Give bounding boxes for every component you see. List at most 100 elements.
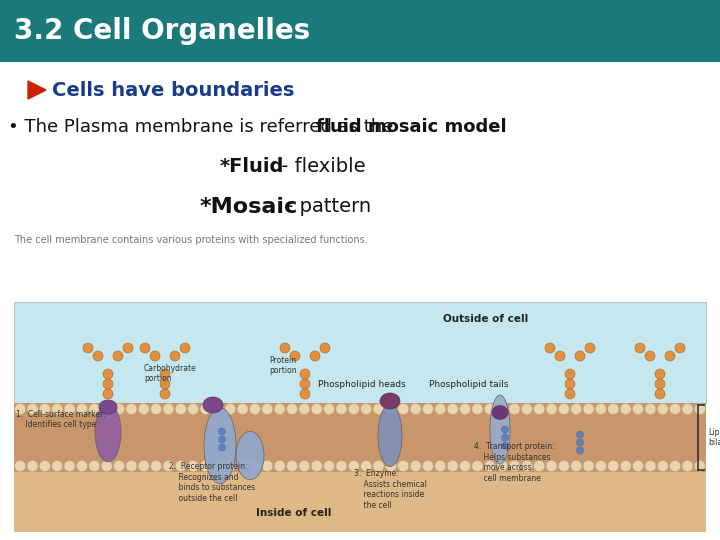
Circle shape xyxy=(311,461,323,471)
Circle shape xyxy=(102,403,112,415)
Bar xyxy=(0,0,720,62)
Circle shape xyxy=(160,369,170,379)
Circle shape xyxy=(675,343,685,353)
Circle shape xyxy=(188,461,199,471)
Circle shape xyxy=(14,461,26,471)
Circle shape xyxy=(140,343,150,353)
Text: Protein
portion: Protein portion xyxy=(269,356,297,375)
Text: 4.  Transport protein:
    Helps substances
    move across
    cell membrane: 4. Transport protein: Helps substances m… xyxy=(474,442,554,483)
Circle shape xyxy=(571,461,582,471)
Text: - pattern: - pattern xyxy=(280,198,371,217)
Circle shape xyxy=(27,403,38,415)
Circle shape xyxy=(657,461,668,471)
Circle shape xyxy=(102,461,112,471)
Circle shape xyxy=(559,403,570,415)
Circle shape xyxy=(212,403,223,415)
Circle shape xyxy=(163,403,174,415)
Circle shape xyxy=(694,403,706,415)
Circle shape xyxy=(534,403,544,415)
Circle shape xyxy=(620,403,631,415)
Circle shape xyxy=(52,461,63,471)
Circle shape xyxy=(336,461,347,471)
Circle shape xyxy=(348,403,359,415)
Circle shape xyxy=(76,403,87,415)
Text: Cells have boundaries: Cells have boundaries xyxy=(52,80,294,99)
Circle shape xyxy=(123,343,133,353)
Circle shape xyxy=(665,351,675,361)
Circle shape xyxy=(89,403,100,415)
Circle shape xyxy=(502,442,508,449)
Circle shape xyxy=(160,379,170,389)
Circle shape xyxy=(559,461,570,471)
Circle shape xyxy=(555,351,565,361)
Circle shape xyxy=(126,461,137,471)
Ellipse shape xyxy=(492,406,508,420)
Circle shape xyxy=(423,403,433,415)
Circle shape xyxy=(633,403,644,415)
Circle shape xyxy=(608,461,618,471)
Circle shape xyxy=(160,389,170,399)
Circle shape xyxy=(459,461,471,471)
Circle shape xyxy=(218,444,225,451)
Bar xyxy=(14,403,706,472)
Circle shape xyxy=(348,461,359,471)
Circle shape xyxy=(682,403,693,415)
Circle shape xyxy=(274,403,285,415)
Circle shape xyxy=(545,343,555,353)
Ellipse shape xyxy=(203,397,223,413)
Circle shape xyxy=(577,431,583,438)
Text: Outside of cell: Outside of cell xyxy=(443,314,528,324)
Circle shape xyxy=(546,461,557,471)
Circle shape xyxy=(521,461,532,471)
Circle shape xyxy=(114,461,125,471)
Circle shape xyxy=(635,343,645,353)
Circle shape xyxy=(608,403,618,415)
Text: Phospholipid tails: Phospholipid tails xyxy=(429,380,509,389)
Circle shape xyxy=(150,351,160,361)
Circle shape xyxy=(212,461,223,471)
Circle shape xyxy=(502,434,508,441)
Circle shape xyxy=(373,403,384,415)
Text: Inside of cell: Inside of cell xyxy=(256,508,332,518)
Circle shape xyxy=(225,461,235,471)
Circle shape xyxy=(585,343,595,353)
Text: 3.2 Cell Organelles: 3.2 Cell Organelles xyxy=(14,17,310,45)
Circle shape xyxy=(300,389,310,399)
Circle shape xyxy=(237,403,248,415)
Ellipse shape xyxy=(95,403,121,462)
Text: Carbohydrate
portion: Carbohydrate portion xyxy=(144,363,197,383)
Circle shape xyxy=(218,428,225,435)
Circle shape xyxy=(521,403,532,415)
Circle shape xyxy=(682,461,693,471)
Circle shape xyxy=(694,461,706,471)
Circle shape xyxy=(472,461,483,471)
Text: - flexible: - flexible xyxy=(275,158,366,177)
Circle shape xyxy=(280,343,290,353)
Circle shape xyxy=(575,351,585,361)
Circle shape xyxy=(645,403,656,415)
Circle shape xyxy=(200,461,211,471)
Text: fluid mosaic model: fluid mosaic model xyxy=(315,118,506,136)
Circle shape xyxy=(249,403,261,415)
Circle shape xyxy=(93,351,103,361)
Text: • The Plasma membrane is referred as the: • The Plasma membrane is referred as the xyxy=(8,118,399,136)
Circle shape xyxy=(657,403,668,415)
Circle shape xyxy=(447,403,458,415)
Circle shape xyxy=(40,461,50,471)
Circle shape xyxy=(595,461,606,471)
Circle shape xyxy=(299,461,310,471)
Circle shape xyxy=(577,447,583,454)
Circle shape xyxy=(435,461,446,471)
Circle shape xyxy=(176,461,186,471)
Bar xyxy=(14,472,706,532)
Text: Lipid
bilayer: Lipid bilayer xyxy=(708,428,720,447)
Circle shape xyxy=(645,351,655,361)
Circle shape xyxy=(472,403,483,415)
Circle shape xyxy=(633,461,644,471)
Text: 2.  Receptor protein:
    Recognizes and
    binds to substances
    outside the: 2. Receptor protein: Recognizes and bind… xyxy=(169,462,255,503)
Ellipse shape xyxy=(378,404,402,467)
Circle shape xyxy=(583,461,594,471)
Circle shape xyxy=(323,461,335,471)
Circle shape xyxy=(170,351,180,361)
Circle shape xyxy=(571,403,582,415)
